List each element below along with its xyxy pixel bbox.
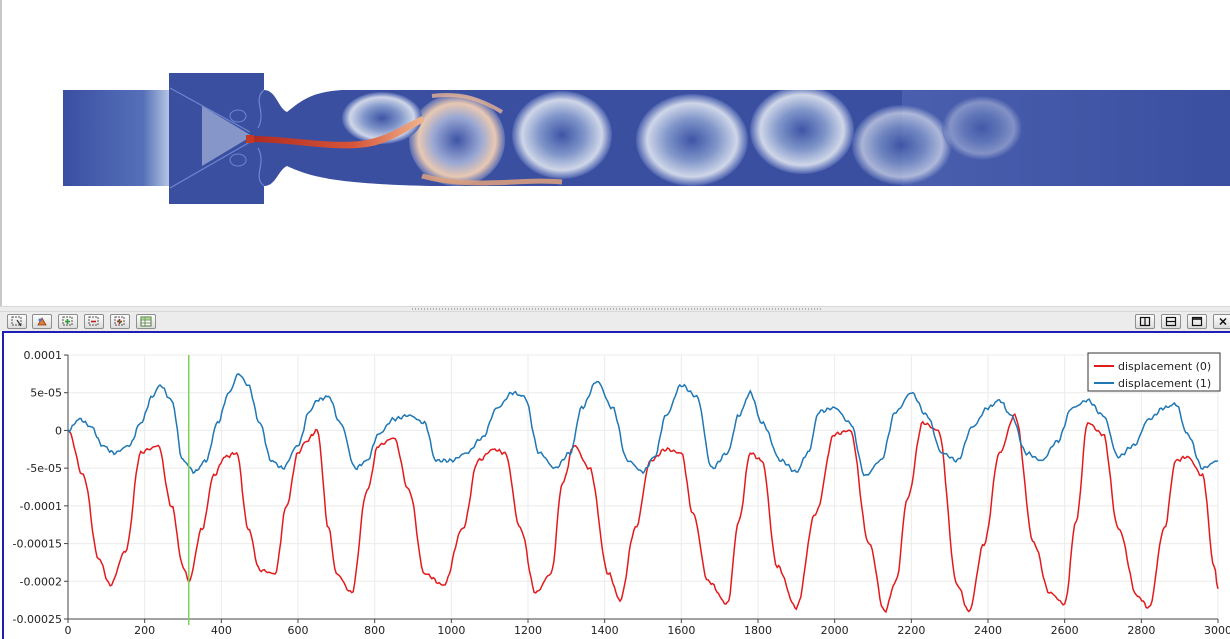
- x-tick-label: 400: [211, 624, 232, 637]
- y-tick-label: -0.0001: [20, 500, 62, 513]
- x-tick-label: 1600: [667, 624, 695, 637]
- line-chart-view[interactable]: 0 200 400 600 800 1000 1200 1400 1600 1800 2000 220…: [2, 331, 1230, 639]
- x-tick-label: 2800: [1127, 624, 1155, 637]
- x-tick-label: 1400: [591, 624, 619, 637]
- y-tick-label: -5e-05: [26, 462, 62, 475]
- chart-legend: displacement (0) displacement (1): [1087, 352, 1221, 392]
- select-cells-icon[interactable]: [32, 314, 52, 329]
- y-tick-label: -0.0002: [20, 575, 62, 588]
- y-tick-label: -0.00025: [13, 613, 62, 626]
- x-tick-label: 2200: [897, 624, 925, 637]
- series-line-1: [67, 373, 1219, 477]
- line-chart[interactable]: 0 200 400 600 800 1000 1200 1400 1600 1800 2000 220…: [4, 333, 1230, 639]
- split-vertical-icon[interactable]: [1161, 314, 1181, 329]
- flow-visualization: [63, 73, 1230, 204]
- x-tick-label: 600: [288, 624, 309, 637]
- x-tick-label: 2000: [821, 624, 849, 637]
- chart-axes: 0 200 400 600 800 1000 1200 1400 1600 1800 2000 220…: [13, 349, 1230, 637]
- render-view[interactable]: [0, 0, 1230, 306]
- legend-box: [1087, 352, 1221, 392]
- y-tick-label: 5e-05: [30, 387, 62, 400]
- y-tick-label: 0: [55, 424, 62, 437]
- x-tick-label: 1200: [514, 624, 542, 637]
- legend-label-1: displacement (1): [1118, 377, 1211, 390]
- chart-grid: [67, 354, 1219, 620]
- x-tick-label: 200: [134, 624, 155, 637]
- subtract-selection-icon[interactable]: [84, 314, 104, 329]
- chart-toolbar: [0, 312, 1230, 331]
- x-tick-label: 2400: [974, 624, 1002, 637]
- spreadsheet-icon[interactable]: [136, 314, 156, 329]
- x-tick-label: 800: [364, 624, 385, 637]
- x-tick-label: 2600: [1051, 624, 1079, 637]
- splitter-grip[interactable]: [412, 308, 822, 310]
- x-tick-label: 1800: [744, 624, 772, 637]
- x-tick-label: 3000: [1204, 624, 1230, 637]
- inlet-channel: [63, 90, 170, 186]
- y-tick-label: 0.0001: [24, 349, 63, 362]
- x-tick-label: 0: [65, 624, 72, 637]
- y-tick-label: -0.00015: [13, 538, 62, 551]
- chart-series: [67, 373, 1219, 614]
- split-horizontal-icon[interactable]: [1135, 314, 1155, 329]
- x-tick-label: 1000: [437, 624, 465, 637]
- toggle-selection-icon[interactable]: [110, 314, 130, 329]
- view-splitter[interactable]: [0, 306, 1230, 312]
- maximize-icon[interactable]: [1187, 314, 1207, 329]
- close-icon[interactable]: [1213, 314, 1230, 329]
- jet-stream: [248, 116, 424, 149]
- add-selection-icon[interactable]: [58, 314, 78, 329]
- select-points-icon[interactable]: [7, 314, 27, 329]
- series-line-0: [67, 412, 1219, 614]
- legend-label-0: displacement (0): [1118, 360, 1211, 373]
